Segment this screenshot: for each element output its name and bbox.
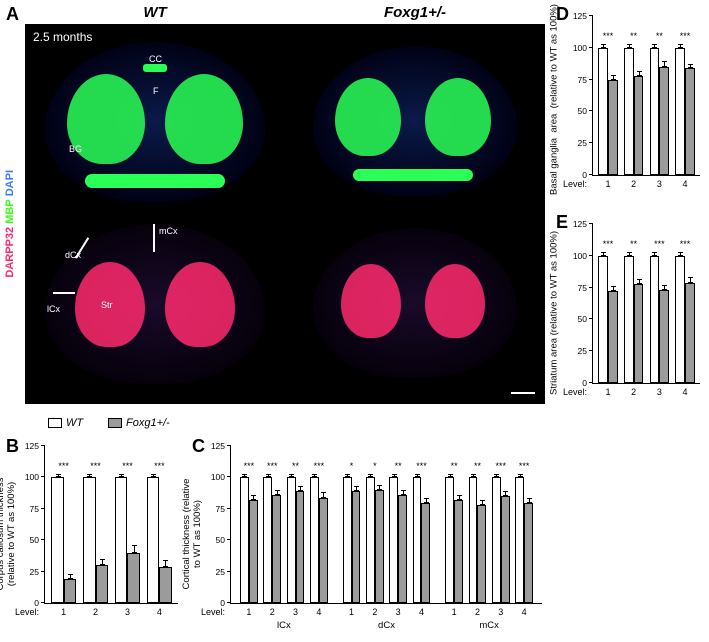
- chart-b-plot: 02550751001251***2***3***4***Level:: [44, 446, 178, 604]
- age-label: 2.5 months: [33, 30, 92, 44]
- stain-sep2: /: [4, 196, 16, 199]
- swatch-mut: [108, 418, 122, 428]
- chart-b: Corpus callosum thickness(relative to WT…: [14, 440, 182, 628]
- chart-e: Striatum area (relative to WT as 100%) 0…: [562, 218, 704, 408]
- cc-band: [143, 64, 167, 72]
- chart-e-ylabel: Striatum area (relative to WT as 100%): [549, 223, 560, 403]
- col-title-wt: WT: [25, 4, 285, 21]
- stain-darpp32: DARPP32: [4, 227, 16, 278]
- label-lcx: lCx: [47, 304, 60, 314]
- bg-right: [165, 74, 243, 164]
- line-lcx: [53, 292, 75, 294]
- legend-mut: Foxg1+/-: [108, 417, 170, 429]
- micrograph-wt-bottom: mCx dCx lCx Str: [25, 214, 285, 404]
- legend-mut-label: Foxg1+/-: [126, 417, 170, 429]
- chart-b-ylabel: Corpus callosum thickness(relative to WT…: [0, 464, 17, 604]
- legend-wt-label: WT: [66, 417, 83, 429]
- label-dcx: dCx: [65, 250, 81, 260]
- scale-bar: [511, 392, 535, 394]
- chart-c: Cortical thickness (relativeto WT as 100…: [200, 440, 546, 628]
- str-right: [425, 264, 485, 338]
- label-f: F: [153, 86, 159, 96]
- line-mcx: [153, 224, 155, 252]
- str-left: [341, 264, 401, 338]
- chart-c-ylabel: Cortical thickness (relativeto WT as 100…: [181, 464, 203, 604]
- col-title-mut: Foxg1+/-: [285, 4, 545, 21]
- chart-e-plot: 02550751001251***2**3***4***Level:: [592, 224, 700, 384]
- label-str: Str: [101, 300, 113, 310]
- stain-dapi: DAPI: [4, 170, 16, 196]
- micrograph-mut-top: [285, 24, 545, 214]
- label-bg: BG: [69, 144, 82, 154]
- chart-d-plot: 02550751001251***2**3**4***Level:: [592, 16, 700, 176]
- swatch-wt: [48, 418, 62, 428]
- stain-label: DARPP32/MBP/DAPI: [4, 170, 16, 278]
- stain-mbp: MBP: [4, 199, 16, 223]
- chart-d: Basal ganglia area (relative to WT as 10…: [562, 10, 704, 200]
- chart-d-ylabel: Basal ganglia area (relative to WT as 10…: [549, 15, 560, 195]
- ventral-band: [353, 169, 473, 181]
- legend-wt: WT: [48, 417, 83, 429]
- stain-sep1: /: [4, 224, 16, 227]
- str-right: [165, 262, 235, 347]
- micrograph-mut-bottom: [285, 214, 545, 404]
- bg-left: [335, 78, 401, 156]
- ventral-band: [85, 174, 225, 188]
- micrograph-wt-top: 2.5 months CC F BG: [25, 24, 285, 214]
- chart-c-plot: 0255075100125Level:1***2***3**4***lCx1*2…: [230, 446, 542, 604]
- label-cc: CC: [149, 54, 162, 64]
- bg-right: [425, 78, 491, 156]
- label-mcx: mCx: [159, 226, 178, 236]
- panel-label-a: A: [6, 4, 19, 25]
